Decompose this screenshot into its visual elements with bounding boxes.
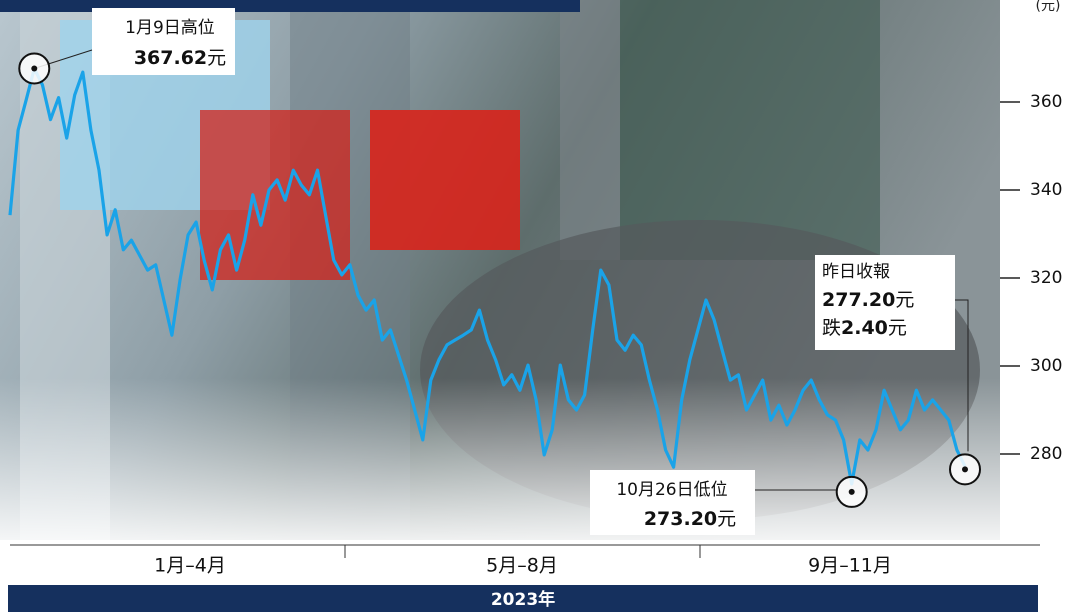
value: 367.62 bbox=[134, 47, 207, 69]
y-tick-label: 340 bbox=[1030, 180, 1062, 200]
unit-label: (元) bbox=[1036, 0, 1061, 14]
year-label: 2023年 bbox=[491, 589, 555, 610]
annotation-box bbox=[92, 8, 235, 75]
high-value: 367.62元 bbox=[134, 47, 226, 69]
background-photo bbox=[0, 0, 1000, 540]
close-change: 跌2.40元 bbox=[822, 317, 907, 339]
close-label: 昨日收報 bbox=[822, 262, 890, 282]
x-tick-label: 1月–4月 bbox=[154, 555, 226, 577]
x-tick-label: 5月–8月 bbox=[486, 555, 558, 577]
value: 273.20 bbox=[644, 508, 717, 530]
low-label: 10月26日低位 bbox=[616, 480, 727, 500]
prefix: 跌 bbox=[822, 317, 841, 339]
highlight-point bbox=[962, 466, 968, 473]
leader-line bbox=[955, 299, 969, 452]
high-label: 1月9日高位 bbox=[125, 18, 215, 38]
y-tick-label: 320 bbox=[1030, 268, 1062, 288]
low-value: 273.20元 bbox=[644, 508, 736, 530]
y-tick-label: 300 bbox=[1030, 356, 1062, 376]
value: 277.20 bbox=[822, 289, 895, 311]
close-value: 277.20元 bbox=[822, 289, 914, 311]
highlight-point bbox=[848, 488, 855, 495]
title-bar bbox=[0, 0, 580, 12]
price-line bbox=[8, 66, 967, 486]
y-tick-label: 360 bbox=[1030, 92, 1062, 112]
unit: 元 bbox=[207, 47, 226, 69]
unit: 元 bbox=[717, 508, 736, 530]
x-tick-label: 9月–11月 bbox=[808, 555, 892, 577]
unit: 元 bbox=[888, 317, 907, 339]
annotation-box bbox=[815, 255, 955, 350]
value: 2.40 bbox=[841, 317, 888, 339]
unit: 元 bbox=[895, 289, 914, 311]
year-bar bbox=[8, 585, 1038, 612]
annotation-box bbox=[590, 470, 755, 535]
y-tick-label: 280 bbox=[1030, 444, 1062, 464]
highlight-point bbox=[31, 65, 38, 72]
